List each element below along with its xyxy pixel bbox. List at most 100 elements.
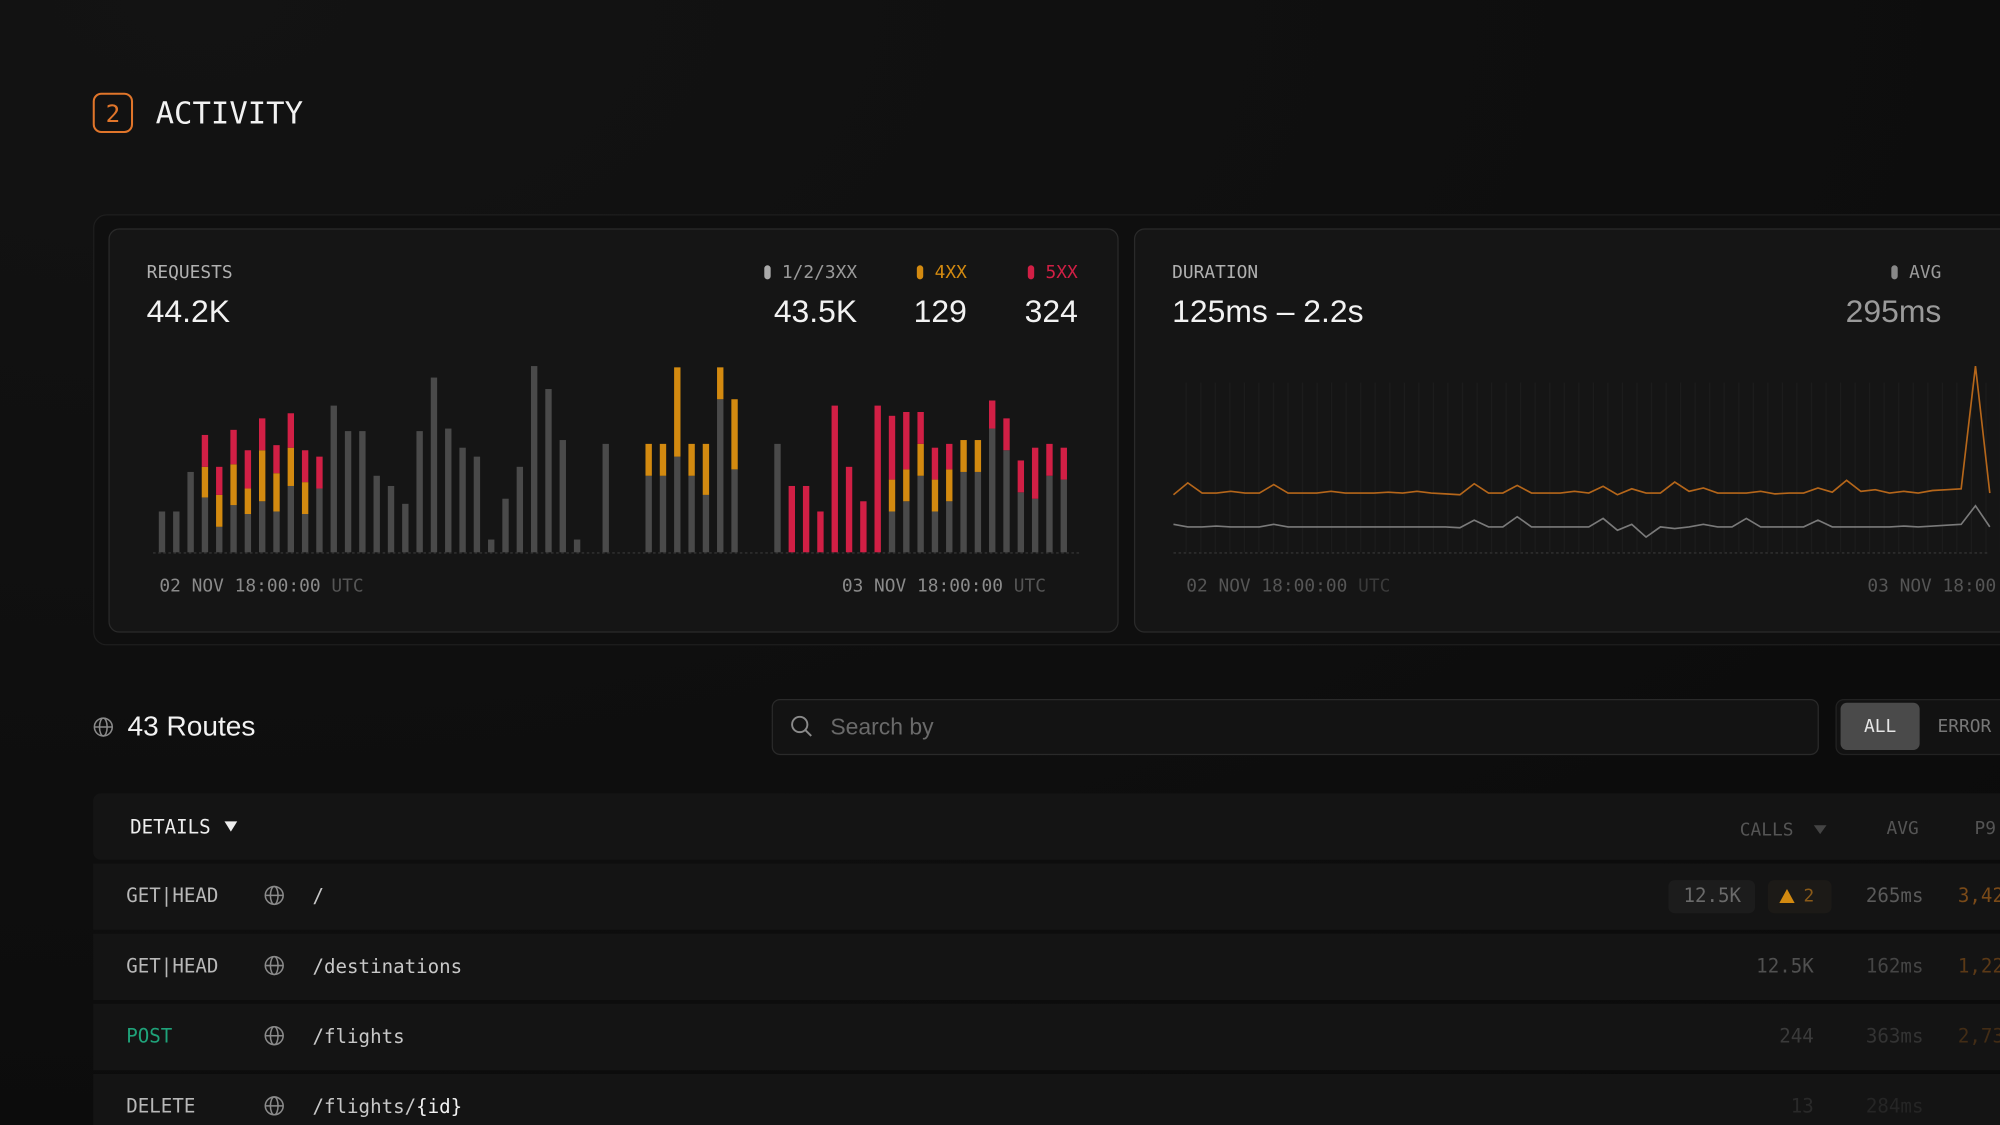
bar-segment [502, 498, 509, 553]
bar-segment [301, 514, 309, 553]
bar-segment [888, 479, 896, 512]
row-avg: 284ms [1866, 1095, 1924, 1118]
bar-segment [273, 445, 280, 474]
search-placeholder[interactable]: Search by [830, 713, 934, 739]
row-metrics: 12.5K 162ms 1,22 [1756, 954, 2000, 977]
bar-segment [888, 511, 896, 553]
bar-segment [645, 443, 652, 476]
bar-segment [201, 497, 209, 553]
bar-segment [387, 485, 395, 553]
legend-value: 129 [914, 293, 967, 329]
bar-segment [845, 466, 853, 553]
row-background[interactable] [93, 1073, 2000, 1125]
x-axis-label: 02 NOV 18:00:00 UTC [1186, 576, 1390, 597]
bar-segment [402, 503, 409, 553]
routes-table: DETAILS CALLS AVG P9 [93, 793, 2000, 860]
bar-segment [187, 471, 194, 553]
row-metrics: 244 363ms 2,73 [1779, 1024, 2000, 1047]
row-calls: 12.5K [1683, 884, 1741, 907]
p-header[interactable]: P9 [1974, 818, 1996, 839]
x-axis-time: 03 NOV 18:00:00 [1867, 576, 2000, 597]
bar-segment [287, 447, 295, 486]
section-number: 2 [106, 100, 121, 128]
bar-segment [416, 431, 423, 553]
bar-segment [931, 511, 939, 553]
bar-segment [230, 429, 237, 465]
filter-all[interactable]: ALL [1864, 716, 1896, 737]
row-p: 1,22 [1958, 954, 2000, 977]
bar-segment [430, 377, 438, 553]
bar-segment [903, 469, 910, 502]
path-segment: /destinations [313, 954, 463, 977]
legend-value: 43.5K [774, 293, 857, 329]
bar-segment [258, 501, 266, 553]
bar-segment [688, 475, 695, 553]
calls-sort-caret[interactable] [1813, 825, 1827, 835]
row-path: /flights [313, 1024, 405, 1047]
bar-segment [645, 475, 652, 553]
row-background[interactable] [93, 1003, 2000, 1071]
bar-segment [731, 399, 738, 470]
row-path: / [313, 884, 325, 907]
bar-segment [230, 464, 237, 506]
path-segment: {id} [416, 1095, 462, 1118]
x-axis-time: 02 NOV 18:00:00 [1186, 576, 1347, 597]
row-background[interactable] [93, 933, 2000, 1000]
details-caret[interactable] [224, 821, 238, 832]
bar-segment [974, 471, 982, 553]
duration-card [1133, 228, 2000, 633]
bar-segment [674, 456, 681, 553]
section-title: ACTIVITY [156, 96, 303, 131]
bar-segment [717, 399, 724, 553]
calls-header[interactable]: CALLS [1740, 819, 1794, 840]
path-segment: /flights [313, 1024, 405, 1047]
bar-segment [216, 466, 223, 495]
bar-segment [201, 434, 209, 467]
bar-segment [459, 447, 466, 553]
bar-segment [201, 466, 209, 498]
x-axis-label: 03 NOV 18:00:00 UTC [1867, 576, 2000, 597]
bar-segment [989, 400, 996, 429]
section-badge [92, 92, 134, 134]
bar-segment [316, 456, 323, 489]
bar-segment [659, 475, 667, 553]
warning-pill [1767, 880, 1832, 914]
details-toggle[interactable]: DETAILS [130, 815, 211, 838]
bar-segment [1060, 479, 1067, 553]
bar-segment [860, 501, 867, 553]
row-calls: 244 [1779, 1024, 1814, 1047]
row-warnings: 2 [1804, 886, 1815, 907]
bar-segment [960, 440, 967, 472]
bar-segment [216, 494, 223, 527]
table-row: POST/flights 244 363ms 2,73 [93, 1003, 2000, 1071]
bar-segment [301, 450, 309, 483]
bar-segment [516, 466, 524, 553]
bar-segment [1031, 498, 1039, 553]
bar-segment [989, 428, 996, 553]
bar-segment [373, 475, 380, 553]
avg-header[interactable]: AVG [1886, 818, 1918, 839]
bar-segment [917, 475, 924, 553]
x-axis-timezone: UTC [1358, 576, 1390, 597]
filter-all-button[interactable] [1840, 702, 1920, 750]
line-series [1172, 365, 1991, 496]
row-path: /destinations [313, 954, 463, 977]
row-avg: 162ms [1866, 954, 1924, 977]
bar-segment [831, 405, 838, 553]
bar-segment [530, 366, 538, 553]
legend-label: AVG [1909, 262, 1941, 283]
row-calls: 12.5K [1756, 954, 1814, 977]
x-axis-label: 03 NOV 18:00:00 UTC [842, 576, 1046, 597]
search-box[interactable] [771, 698, 1819, 756]
bar-segment [931, 479, 939, 512]
calls-pill [1668, 880, 1756, 914]
bar-segment [258, 450, 266, 502]
bar-segment [301, 482, 309, 515]
row-metrics: 12.5K 2 265ms 3,42 [1668, 880, 2000, 914]
bar-segment [244, 450, 252, 489]
bar-segment [1003, 450, 1010, 553]
filter-error[interactable]: ERROR [1938, 716, 1992, 737]
bar-segment [273, 473, 280, 512]
row-method: DELETE [126, 1095, 195, 1118]
x-axis-timezone: UTC [1014, 576, 1046, 597]
